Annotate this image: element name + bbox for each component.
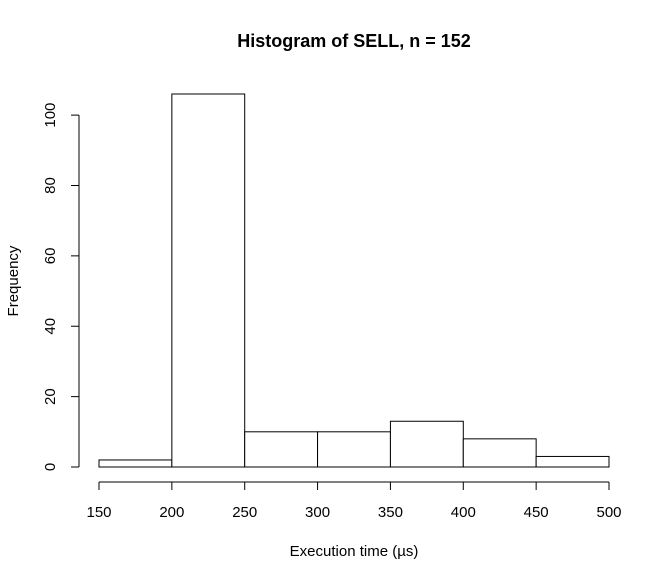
x-tick-label: 500 — [596, 504, 621, 521]
y-tick-label: 100 — [42, 103, 59, 128]
bars-group — [98, 93, 610, 468]
chart-title: Histogram of SELL, n = 152 — [237, 31, 471, 51]
histogram-bar-4 — [389, 420, 464, 468]
x-tick-label: 400 — [451, 504, 476, 521]
x-tick-label: 300 — [305, 504, 330, 521]
x-tick-label: 200 — [159, 504, 184, 521]
x-tick-label: 350 — [378, 504, 403, 521]
y-axis: 0 20 40 60 80 100 — [42, 103, 80, 471]
y-tick-label: 60 — [42, 248, 59, 265]
y-tick-label: 0 — [42, 463, 59, 471]
y-tick-label: 20 — [42, 388, 59, 405]
x-tick-label: 250 — [232, 504, 257, 521]
histogram-bar-6 — [535, 455, 610, 468]
y-axis-label: Frequency — [5, 245, 22, 316]
histogram-bar-3 — [317, 431, 391, 468]
x-axis: 150 200 250 300 350 400 450 500 — [86, 481, 622, 521]
x-tick-label: 150 — [86, 504, 111, 521]
histogram-bar-0 — [98, 459, 173, 468]
histogram-bar-5 — [462, 438, 537, 468]
histogram-bar-1 — [171, 93, 246, 468]
x-tick-label: 450 — [524, 504, 549, 521]
x-axis-label: Execution time (µs) — [290, 543, 419, 560]
histogram-bar-2 — [244, 431, 319, 468]
y-tick-label: 40 — [42, 318, 59, 335]
y-tick-label: 80 — [42, 177, 59, 194]
